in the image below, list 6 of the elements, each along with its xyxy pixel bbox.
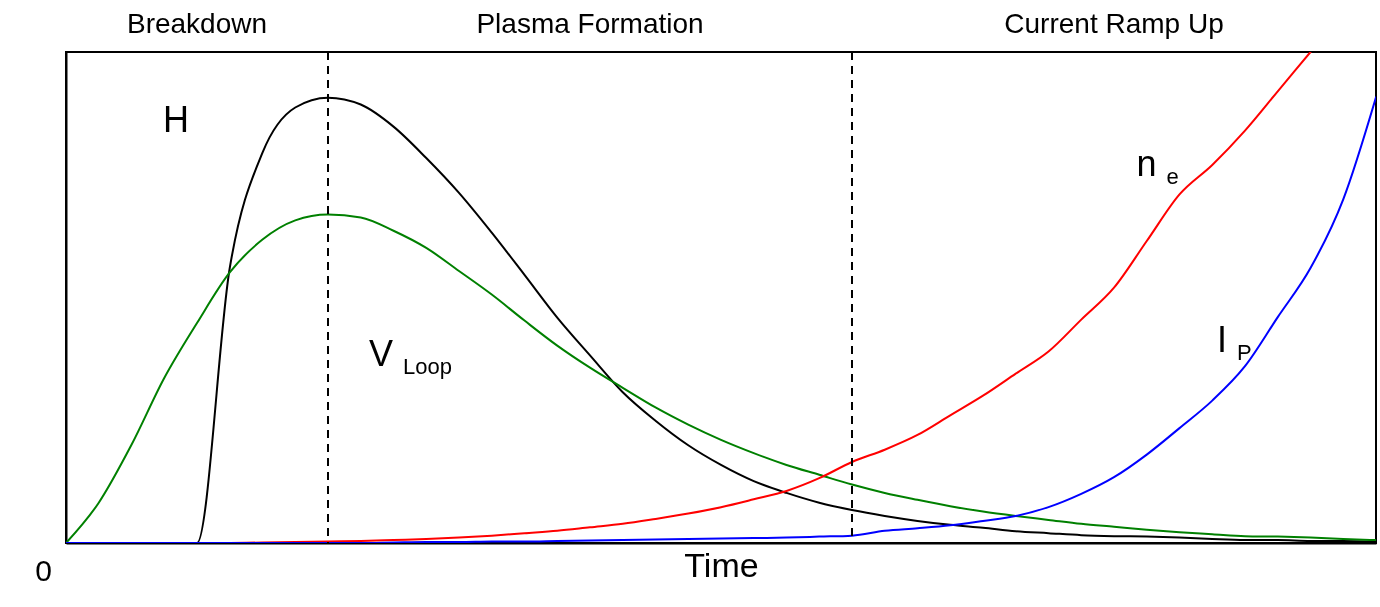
text: Current Ramp Up — [1004, 8, 1224, 39]
text: Plasma Formation — [476, 8, 704, 39]
text: H — [163, 98, 189, 140]
x-axis-title: Time — [684, 545, 759, 584]
text: Breakdown — [126, 8, 268, 39]
text: 0 — [35, 554, 52, 587]
